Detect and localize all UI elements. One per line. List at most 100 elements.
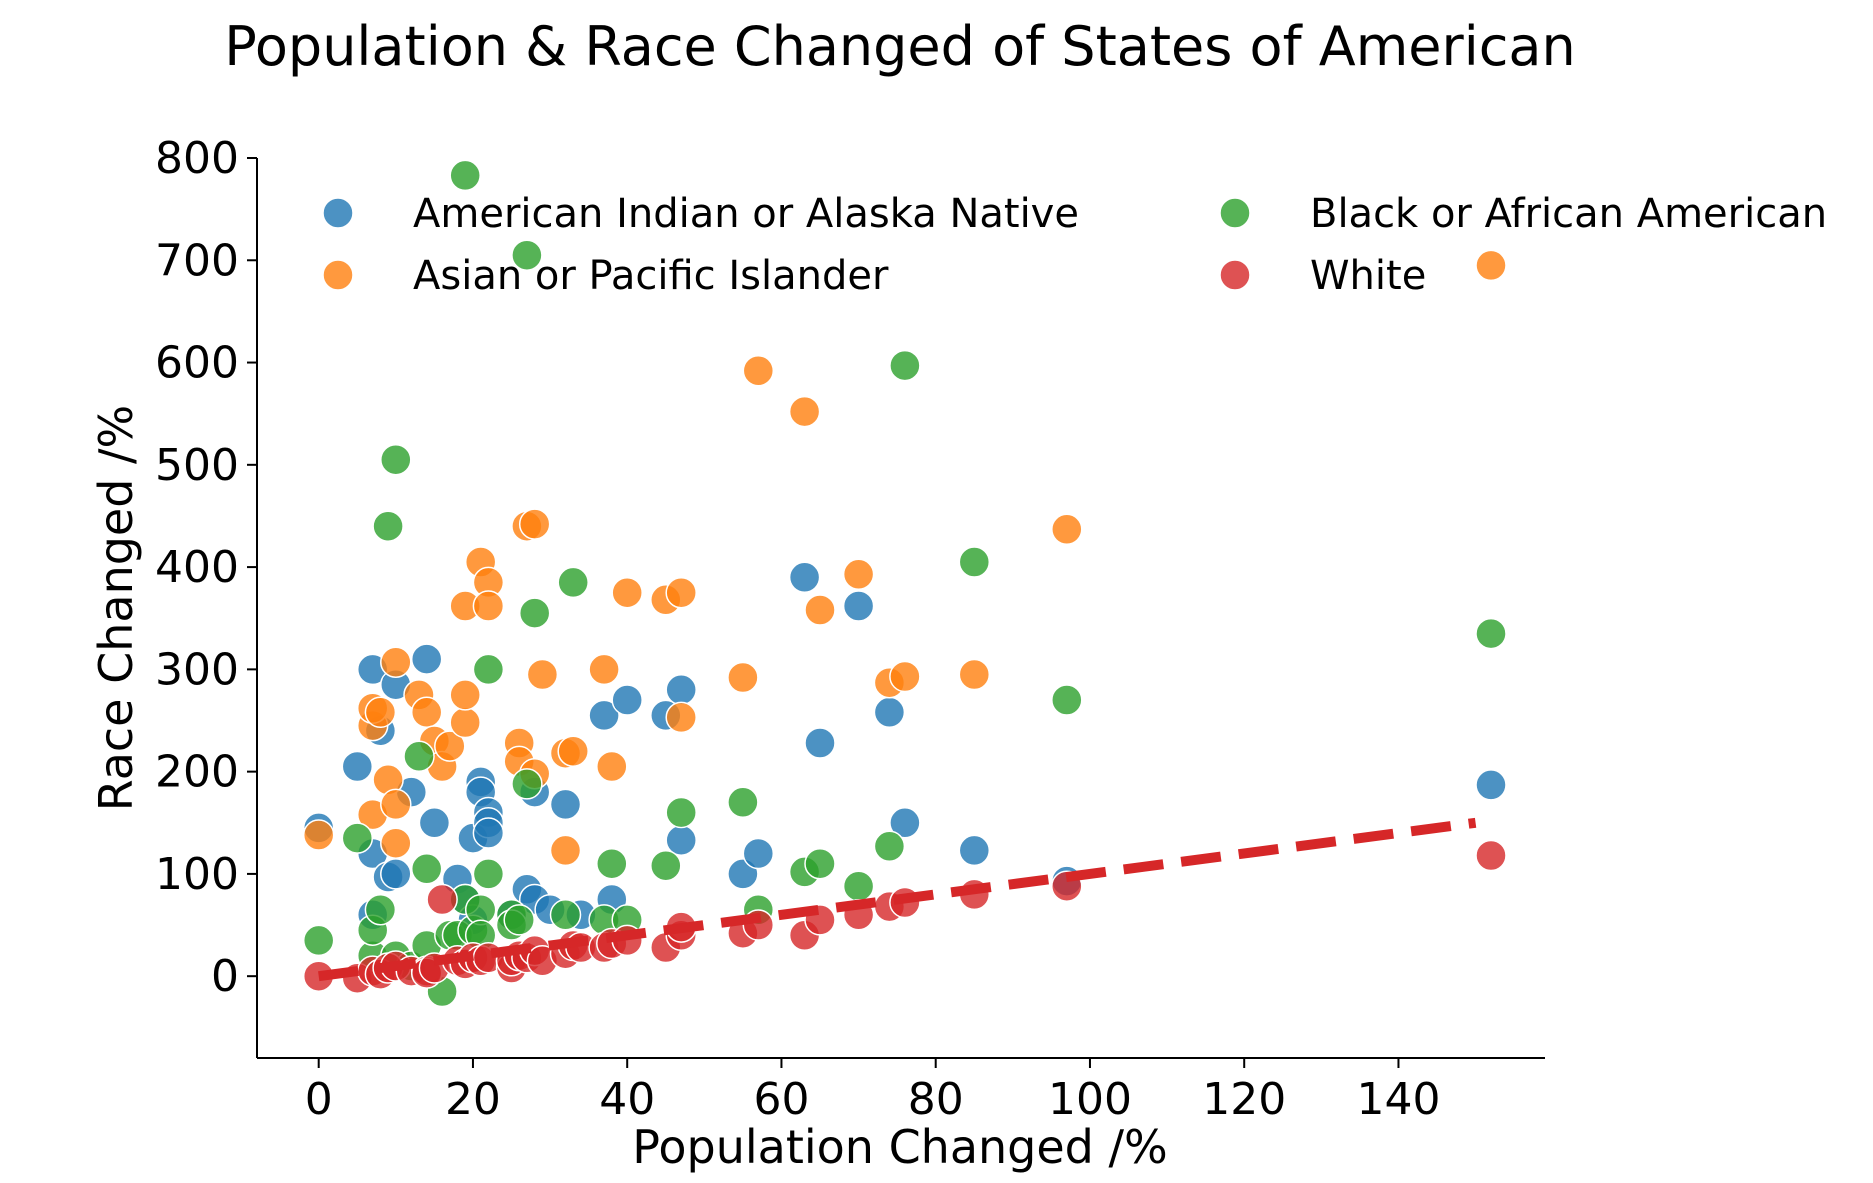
data-point [518, 597, 551, 629]
data-point [958, 546, 991, 578]
data-point [418, 807, 451, 839]
data-point [842, 590, 875, 622]
data-point [549, 834, 582, 867]
y-tick-label: 400 [155, 542, 239, 593]
data-point [665, 824, 697, 856]
data-point [958, 834, 991, 867]
data-point [472, 590, 505, 622]
y-tick-label: 100 [155, 849, 239, 900]
data-point [341, 822, 374, 854]
data-point [727, 661, 759, 694]
x-axis-label: Population Changed /% [632, 1120, 1167, 1174]
y-tick-label: 800 [155, 133, 239, 184]
legend-marker [322, 259, 354, 291]
x-tick-label: 140 [1356, 1074, 1440, 1125]
series-2 [302, 159, 1507, 1008]
points-layer [302, 159, 1507, 1008]
data-point [518, 508, 551, 540]
data-point [426, 883, 458, 916]
data-point [410, 643, 443, 675]
data-point [380, 443, 412, 476]
data-point [873, 830, 906, 863]
x-ticks: 0 20 40 60 80 100 120 140 [305, 1058, 1440, 1125]
data-point [380, 788, 412, 821]
x-tick-label: 60 [753, 1074, 809, 1125]
y-tick-label: 600 [155, 338, 239, 389]
data-point [665, 576, 697, 609]
data-point [410, 853, 443, 885]
legend-label: Asian or Pacific Islander [413, 253, 889, 299]
data-point [511, 239, 543, 271]
data-point [1051, 513, 1083, 546]
data-point [549, 788, 582, 821]
trend-layer [318, 817, 1477, 982]
x-tick-label: 0 [305, 1074, 333, 1125]
data-point [1051, 684, 1083, 716]
data-point [804, 847, 836, 880]
data-point [380, 827, 412, 859]
data-point [449, 706, 481, 739]
x-tick-label: 100 [1048, 1074, 1132, 1125]
legend-marker [1219, 197, 1251, 229]
legend: American Indian or Alaska Native Asian or… [322, 191, 1827, 299]
data-point [842, 558, 875, 591]
data-point [364, 893, 397, 926]
data-point [842, 870, 875, 902]
data-point [742, 354, 775, 387]
data-point [788, 561, 821, 594]
legend-marker [1219, 259, 1251, 291]
data-point [1475, 839, 1507, 872]
data-point [364, 696, 397, 729]
data-point [889, 349, 921, 382]
data-point [889, 660, 921, 693]
legend-item: Asian or Pacific Islander [322, 253, 889, 299]
data-point [1475, 617, 1507, 650]
data-point [372, 510, 404, 542]
data-point [410, 696, 443, 729]
x-tick-label: 40 [599, 1074, 655, 1125]
legend-marker [322, 197, 354, 229]
data-point [1475, 249, 1507, 282]
data-point [526, 658, 559, 691]
data-point [341, 750, 374, 783]
data-point [596, 847, 628, 880]
y-tick-label: 200 [155, 747, 239, 798]
data-point [557, 566, 589, 599]
chart-title: Population & Race Changed of States of A… [224, 15, 1575, 78]
x-tick-label: 20 [445, 1074, 501, 1125]
data-point [380, 646, 412, 678]
data-point [588, 653, 620, 686]
data-point [873, 696, 906, 729]
series-1 [302, 249, 1507, 867]
data-point [665, 674, 697, 706]
data-point [742, 837, 775, 870]
y-ticks: 800 700 600 500 400 300 200 100 0 [155, 133, 257, 1002]
y-axis-label: Race Changed /% [89, 405, 143, 812]
data-point [665, 701, 697, 734]
legend-label: White [1310, 253, 1426, 299]
data-point [472, 858, 505, 890]
x-tick-label: 120 [1202, 1074, 1286, 1125]
legend-item: Black or African American [1219, 191, 1827, 237]
y-tick-label: 500 [155, 440, 239, 491]
legend-item: White [1219, 253, 1426, 299]
data-point [549, 899, 582, 931]
data-point [380, 858, 412, 890]
legend-item: American Indian or Alaska Native [322, 191, 1079, 237]
y-tick-label: 300 [155, 644, 239, 695]
trend-line [318, 817, 1477, 982]
data-point [449, 679, 481, 711]
data-point [889, 807, 921, 839]
data-point [611, 684, 643, 716]
data-point [804, 727, 836, 759]
data-point [434, 730, 466, 762]
data-point [302, 924, 335, 957]
data-point [665, 796, 697, 829]
data-point [788, 395, 821, 428]
data-point [1475, 769, 1507, 801]
data-point [596, 750, 628, 783]
data-point [958, 658, 991, 691]
data-point [804, 594, 836, 626]
series-3 [302, 839, 1507, 994]
